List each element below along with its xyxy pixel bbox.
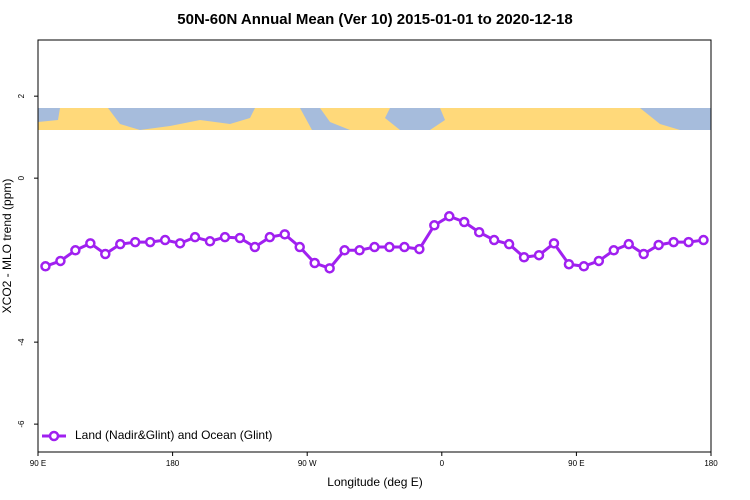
data-point [698,234,709,246]
data-point [219,231,231,243]
x-tick-label: 90 E [568,459,584,468]
data-point [294,241,305,253]
data-point [608,245,620,256]
x-tick-label: 90 W [298,459,317,468]
data-point [129,236,141,248]
data-point [115,238,126,250]
data-point [55,255,66,267]
data-point [369,241,380,253]
y-tick-label: 2 [17,93,26,98]
data-point [683,236,694,248]
data-point [159,234,171,246]
plot-frame [37,39,712,453]
data-point [414,243,425,255]
y-tick-label: 0 [17,175,26,180]
map-ocean [640,108,711,130]
data-point [593,255,605,267]
map-ocean [108,108,255,130]
data-point [548,238,560,249]
data-point [309,257,320,269]
data-point [488,234,500,246]
data-point [458,216,470,228]
data-point [189,231,201,243]
legend-marker [48,430,60,442]
map-ocean [38,108,60,122]
data-point [384,241,395,253]
data-point [100,248,111,260]
y-tick-label: -4 [17,338,26,346]
data-point [563,258,575,270]
data-point [578,261,590,272]
data-point [279,229,291,240]
data-point [638,248,649,260]
data-point [399,241,410,253]
data-point [533,249,545,261]
data-point [264,231,276,243]
y-axis-label: XCO2 - MLO trend (ppm) [0,179,14,314]
x-tick-label: 180 [704,459,718,468]
chart-title: 50N-60N Annual Mean (Ver 10) 2015-01-01 … [177,11,572,28]
x-tick-label: 0 [440,459,445,468]
x-tick-label: 180 [166,459,180,468]
data-point [473,227,485,238]
data-point [429,220,440,231]
map-strip [38,108,711,130]
data-point [249,241,261,253]
map-ocean [385,108,445,130]
data-point [668,236,679,248]
data-point [174,238,186,249]
data-point [653,239,664,251]
data-point [70,245,81,256]
y-tick-label: -6 [17,420,26,428]
data-point [40,261,51,272]
data-point [85,238,96,249]
data-point [623,238,634,250]
data-point [324,263,335,274]
data-point [234,232,246,244]
data-point [444,211,455,222]
map-ocean [300,108,350,130]
legend-label: Land (Nadir&Glint) and Ocean (Glint) [75,428,272,442]
data-point [204,236,216,247]
x-tick-label: 90 E [30,459,46,468]
data-point [339,245,350,256]
data-point [518,252,530,263]
data-point [503,238,515,250]
data-point [144,236,156,248]
data-point [354,245,365,256]
x-axis-label: Longitude (deg E) [327,475,422,489]
